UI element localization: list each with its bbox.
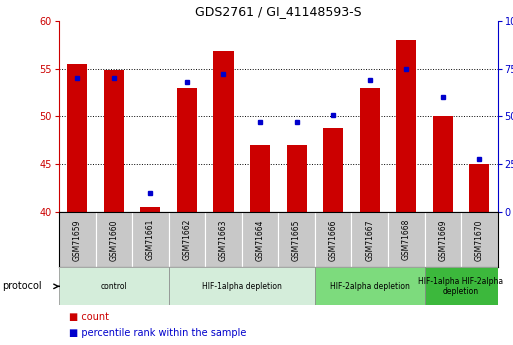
Text: GSM71667: GSM71667 — [365, 219, 374, 260]
Bar — [250, 145, 270, 212]
Text: GSM71668: GSM71668 — [402, 219, 411, 260]
Text: protocol: protocol — [3, 282, 42, 291]
Text: HIF-2alpha depletion: HIF-2alpha depletion — [330, 282, 409, 291]
Bar — [360, 88, 380, 212]
Bar — [177, 88, 197, 212]
Bar — [278, 212, 315, 267]
Bar — [95, 212, 132, 267]
Text: GSM71663: GSM71663 — [219, 219, 228, 260]
Bar — [351, 212, 388, 267]
Bar — [388, 212, 424, 267]
Text: GSM71666: GSM71666 — [329, 219, 338, 260]
Bar — [469, 164, 489, 212]
Text: HIF-1alpha HIF-2alpha
depletion: HIF-1alpha HIF-2alpha depletion — [419, 277, 504, 296]
Text: GSM71660: GSM71660 — [109, 219, 119, 260]
Bar — [315, 267, 424, 305]
Text: GSM71665: GSM71665 — [292, 219, 301, 260]
Text: GSM71662: GSM71662 — [183, 219, 191, 260]
Bar — [213, 51, 233, 212]
Title: GDS2761 / GI_41148593-S: GDS2761 / GI_41148593-S — [195, 5, 362, 18]
Bar — [67, 64, 87, 212]
Text: GSM71669: GSM71669 — [438, 219, 447, 260]
Bar — [315, 212, 351, 267]
Bar — [433, 117, 453, 212]
Text: ■ percentile rank within the sample: ■ percentile rank within the sample — [69, 328, 247, 338]
Text: GSM71659: GSM71659 — [73, 219, 82, 260]
Bar — [104, 70, 124, 212]
Bar — [205, 212, 242, 267]
Bar — [461, 212, 498, 267]
Bar — [169, 267, 315, 305]
Text: control: control — [101, 282, 127, 291]
Bar — [242, 212, 278, 267]
Bar — [424, 212, 461, 267]
Text: ■ count: ■ count — [69, 312, 109, 322]
Bar — [59, 267, 169, 305]
Bar — [59, 212, 95, 267]
Bar — [141, 207, 161, 212]
Text: GSM71670: GSM71670 — [475, 219, 484, 260]
Bar — [424, 267, 498, 305]
Text: GSM71661: GSM71661 — [146, 219, 155, 260]
Bar — [287, 145, 307, 212]
Bar — [132, 212, 169, 267]
Bar — [323, 128, 343, 212]
Bar — [396, 40, 416, 212]
Text: HIF-1alpha depletion: HIF-1alpha depletion — [202, 282, 282, 291]
Text: GSM71664: GSM71664 — [255, 219, 265, 260]
Bar — [169, 212, 205, 267]
